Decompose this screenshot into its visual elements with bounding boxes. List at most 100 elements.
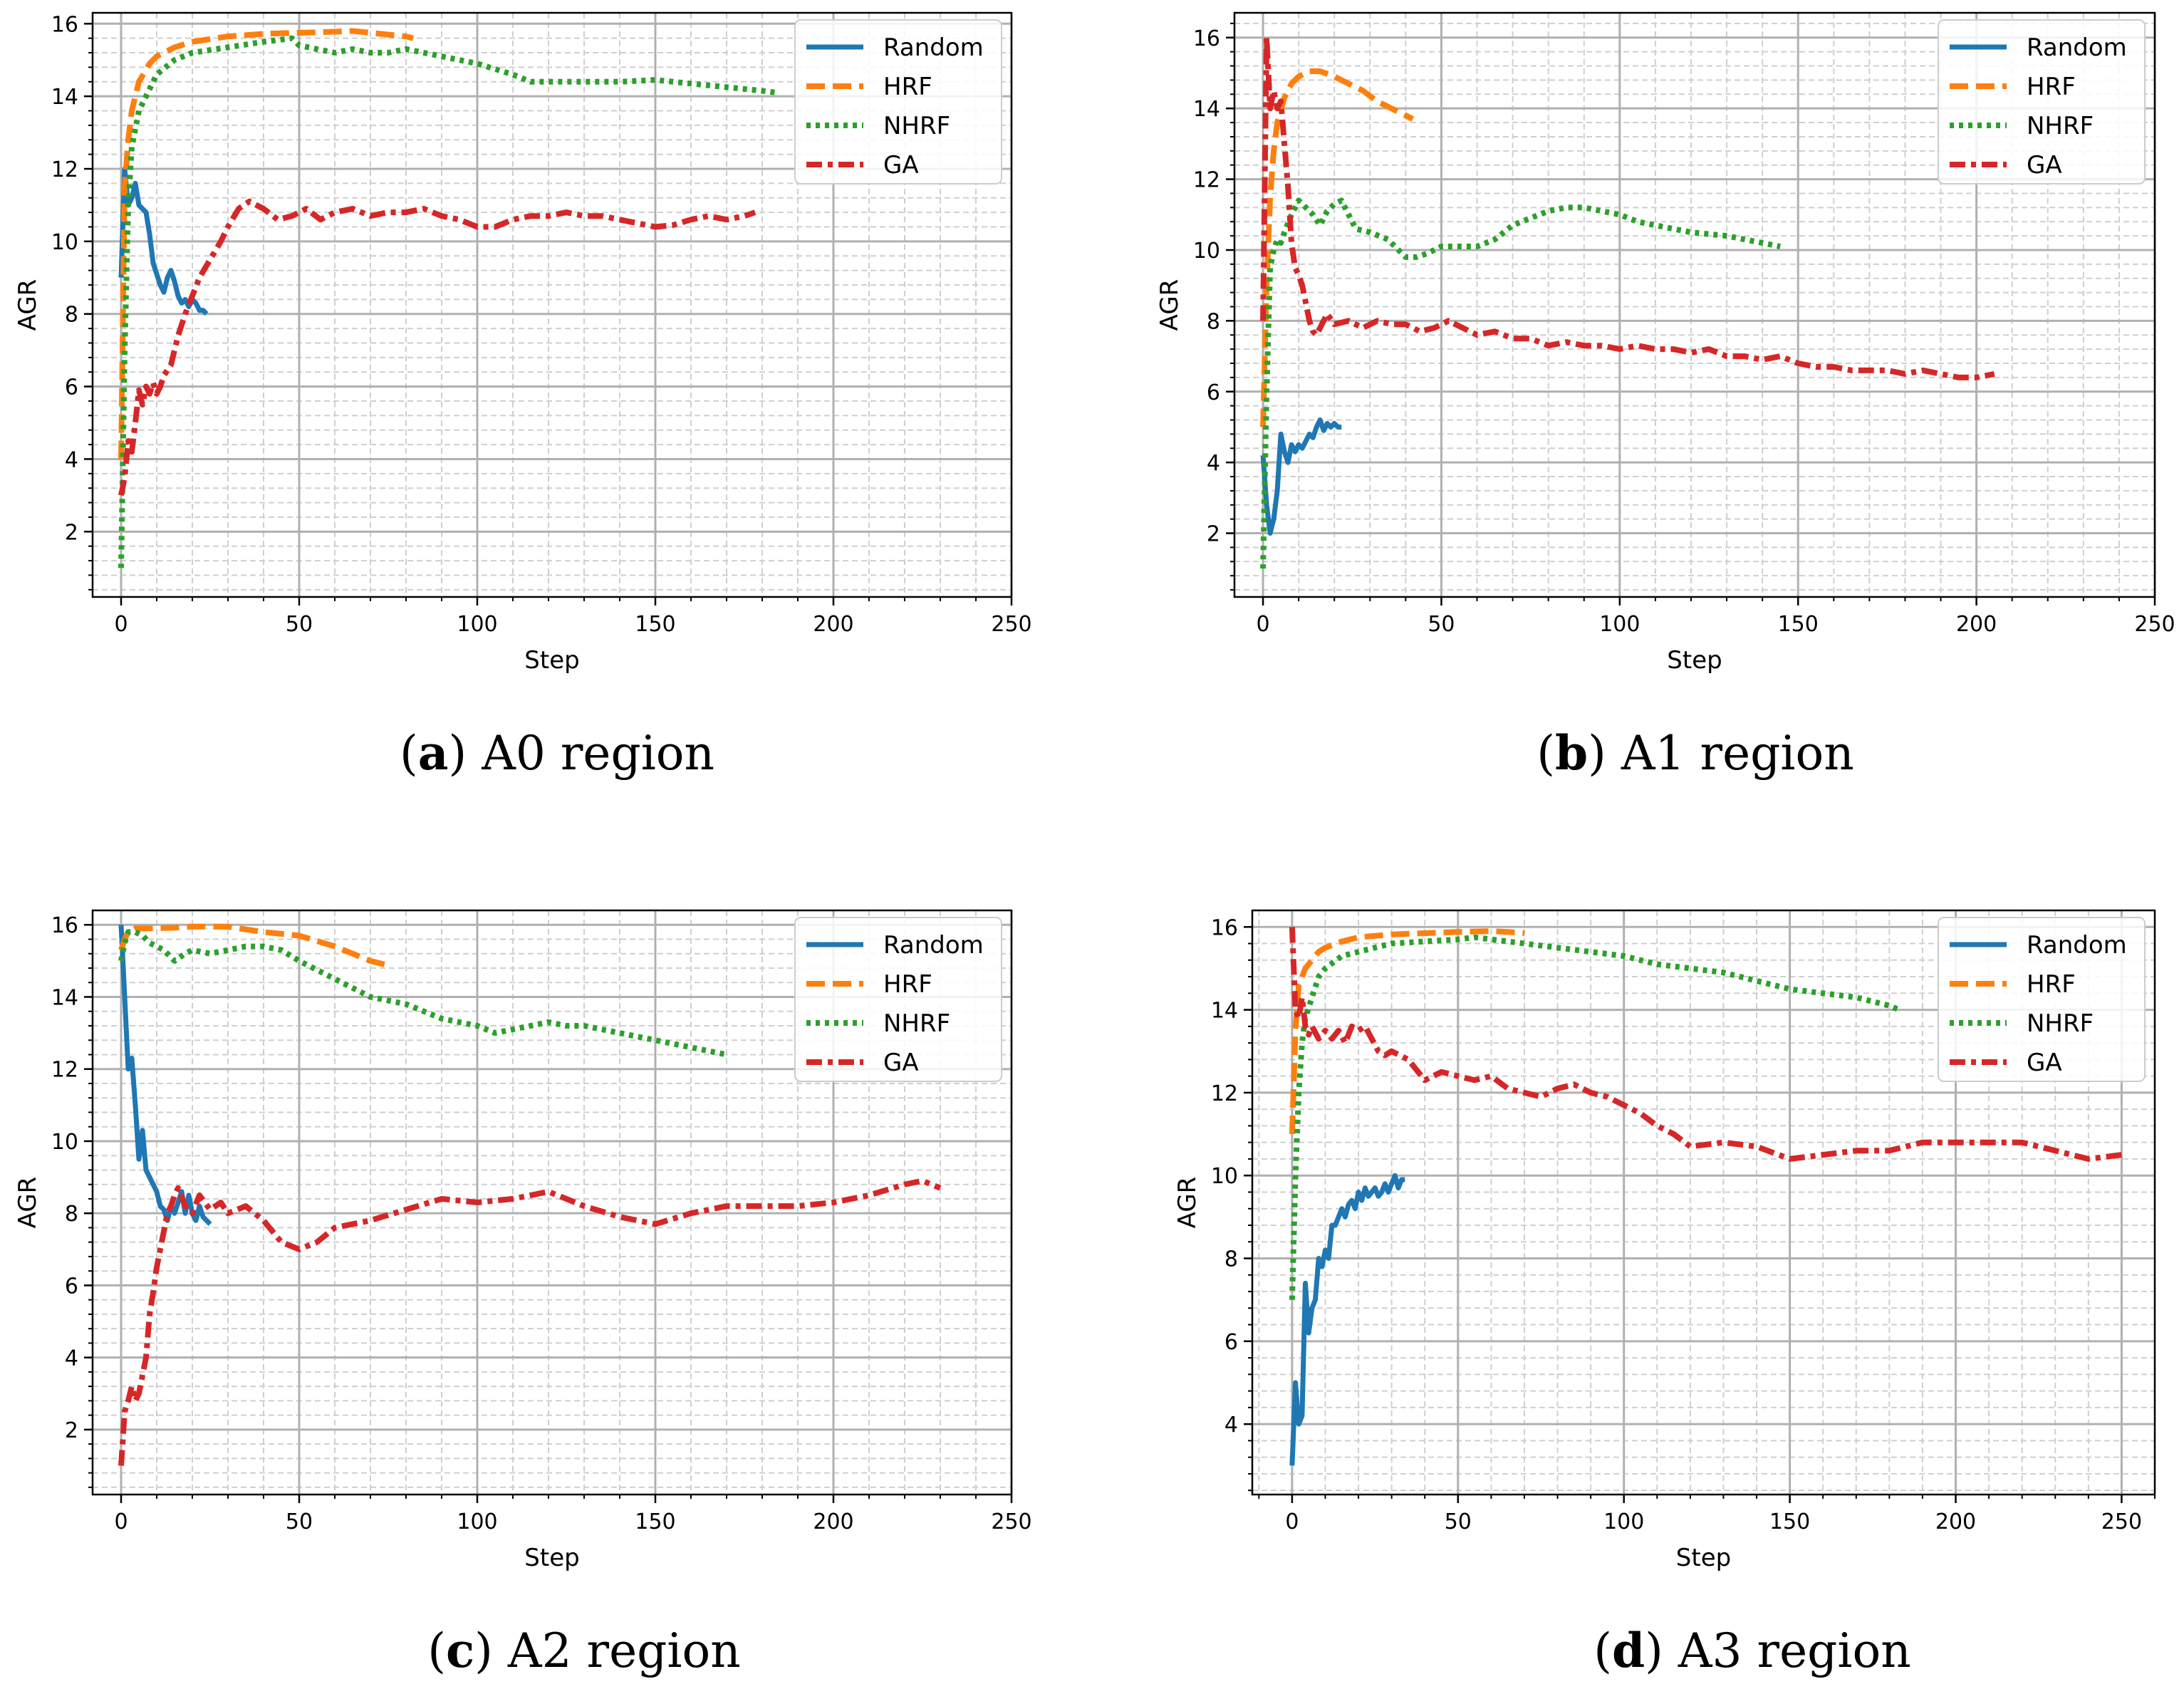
x-tick-label: 50 — [286, 1509, 313, 1534]
y-tick-label: 10 — [1211, 1164, 1238, 1189]
y-tick-label: 8 — [1207, 309, 1220, 334]
y-tick-label: 4 — [65, 447, 78, 472]
chart-panel-c: 0 50 100 150 200 250 2 4 6 8 10 12 14 16 Step AGR Random… — [14, 909, 1032, 1678]
legend-label-random: Random — [2027, 931, 2127, 960]
legend-label-random: Random — [2027, 33, 2127, 62]
y-tick-label: 14 — [1193, 97, 1220, 122]
caption-letter: d — [1612, 1623, 1645, 1678]
x-axis-label: Step — [1667, 646, 1722, 675]
x-tick-label: 50 — [286, 612, 313, 637]
y-tick-label: 4 — [65, 1346, 78, 1371]
legend-box — [1938, 19, 2146, 185]
legend-label-ga: GA — [883, 151, 919, 180]
series-line-nhrf — [1260, 197, 1781, 569]
y-tick-label: 2 — [65, 1418, 78, 1443]
x-tick-label: 50 — [1428, 612, 1455, 637]
caption-close-paren: ) — [474, 1623, 508, 1678]
y-tick-label: 6 — [65, 375, 78, 400]
series-line-random — [1260, 417, 1342, 536]
series-line-ga — [118, 1178, 942, 1466]
y-tick-label: 16 — [1193, 26, 1220, 51]
x-tick-label: 200 — [1935, 1509, 1976, 1534]
y-tick-label: 8 — [65, 1202, 78, 1227]
chart-panel-a: 0 50 100 150 200 250 2 4 6 8 10 12 14 16 Step AGR Random… — [14, 11, 1032, 781]
y-tick-label: 14 — [1211, 999, 1238, 1024]
subplot-caption: (a) A0 region — [400, 725, 714, 781]
x-tick-label: 100 — [457, 1509, 497, 1534]
y-tick-label: 2 — [65, 520, 78, 545]
x-tick-label: 200 — [813, 612, 853, 637]
legend: Random HRF NHRF GA — [794, 19, 1002, 185]
y-tick-label: 8 — [1224, 1247, 1238, 1272]
y-tick-label: 4 — [1224, 1413, 1238, 1438]
x-tick-label: 250 — [2134, 612, 2175, 637]
legend-label-hrf: HRF — [883, 73, 932, 101]
x-tick-label: 0 — [114, 612, 128, 637]
caption-text: A2 region — [507, 1623, 741, 1678]
legend-label-hrf: HRF — [2027, 970, 2076, 999]
y-tick-label: 12 — [1211, 1081, 1238, 1106]
legend-box — [794, 917, 1002, 1082]
caption-open-paren: ( — [427, 1623, 446, 1678]
x-tick-label: 100 — [1603, 1509, 1644, 1534]
axes-frame — [1233, 11, 2156, 598]
subplot-caption: (d) A3 region — [1593, 1623, 1910, 1678]
legend: Random HRF NHRF GA — [1938, 19, 2146, 185]
legend: Random HRF NHRF GA — [1938, 917, 2146, 1082]
x-tick-label: 150 — [635, 612, 675, 637]
minor-grid — [1234, 13, 2155, 597]
series-group — [118, 923, 942, 1466]
series-line-hrf — [1289, 928, 1525, 1135]
series-group — [1260, 34, 1995, 569]
caption-text: A0 region — [481, 726, 714, 781]
x-tick-label: 150 — [1769, 1509, 1810, 1534]
y-axis-label: AGR — [1155, 279, 1184, 331]
x-tick-label: 100 — [457, 612, 497, 637]
y-tick-label: 16 — [1211, 915, 1238, 940]
series-line-nhrf — [118, 35, 777, 568]
y-tick-label: 8 — [65, 303, 78, 328]
y-tick-label: 6 — [65, 1274, 78, 1299]
caption-close-paren: ) — [1645, 1623, 1678, 1678]
y-tick-label: 12 — [1193, 168, 1220, 193]
x-tick-label: 200 — [813, 1509, 853, 1534]
y-tick-label: 2 — [1207, 522, 1220, 547]
legend-label-nhrf: NHRF — [883, 112, 950, 140]
legend: Random HRF NHRF GA — [794, 917, 1002, 1082]
series-group — [1289, 927, 2122, 1466]
caption-text: A1 region — [1621, 726, 1854, 781]
axes-frame — [91, 909, 1013, 1496]
x-tick-label: 0 — [114, 1509, 128, 1534]
series-line-hrf — [118, 923, 385, 967]
x-tick-label: 0 — [1285, 1509, 1299, 1534]
y-tick-label: 16 — [51, 12, 78, 37]
series-line-hrf — [118, 28, 415, 459]
legend-label-hrf: HRF — [883, 970, 932, 999]
chart-panel-d: 0 50 100 150 200 250 4 6 8 10 12 14 16 Step AGR Random H… — [1173, 909, 2156, 1678]
caption-open-paren: ( — [1536, 726, 1555, 781]
subplot-caption: (b) A1 region — [1536, 725, 1853, 781]
y-tick-label: 16 — [51, 913, 78, 938]
caption-open-paren: ( — [400, 726, 418, 781]
chart-panel-b: 0 50 100 150 200 250 2 4 6 8 10 12 14 16 Step AGR Random… — [1155, 11, 2175, 781]
axes-frame — [91, 11, 1013, 598]
series-line-random — [1289, 1173, 1405, 1466]
series-line-random — [118, 925, 212, 1226]
legend-box — [1938, 917, 2146, 1082]
series-line-hrf — [1260, 68, 1415, 427]
x-tick-label: 0 — [1257, 612, 1270, 637]
legend-label-nhrf: NHRF — [2027, 1009, 2094, 1038]
y-tick-label: 4 — [1207, 451, 1220, 476]
y-tick-label: 14 — [51, 985, 78, 1010]
y-tick-label: 6 — [1224, 1330, 1238, 1355]
y-tick-label: 10 — [1193, 239, 1220, 264]
x-axis-label: Step — [524, 1544, 579, 1572]
legend-box — [794, 19, 1002, 185]
x-tick-label: 250 — [991, 612, 1031, 637]
legend-label-nhrf: NHRF — [883, 1009, 950, 1038]
x-tick-label: 200 — [1956, 612, 1997, 637]
x-axis-label: Step — [1676, 1544, 1731, 1572]
y-tick-label: 12 — [51, 157, 78, 182]
